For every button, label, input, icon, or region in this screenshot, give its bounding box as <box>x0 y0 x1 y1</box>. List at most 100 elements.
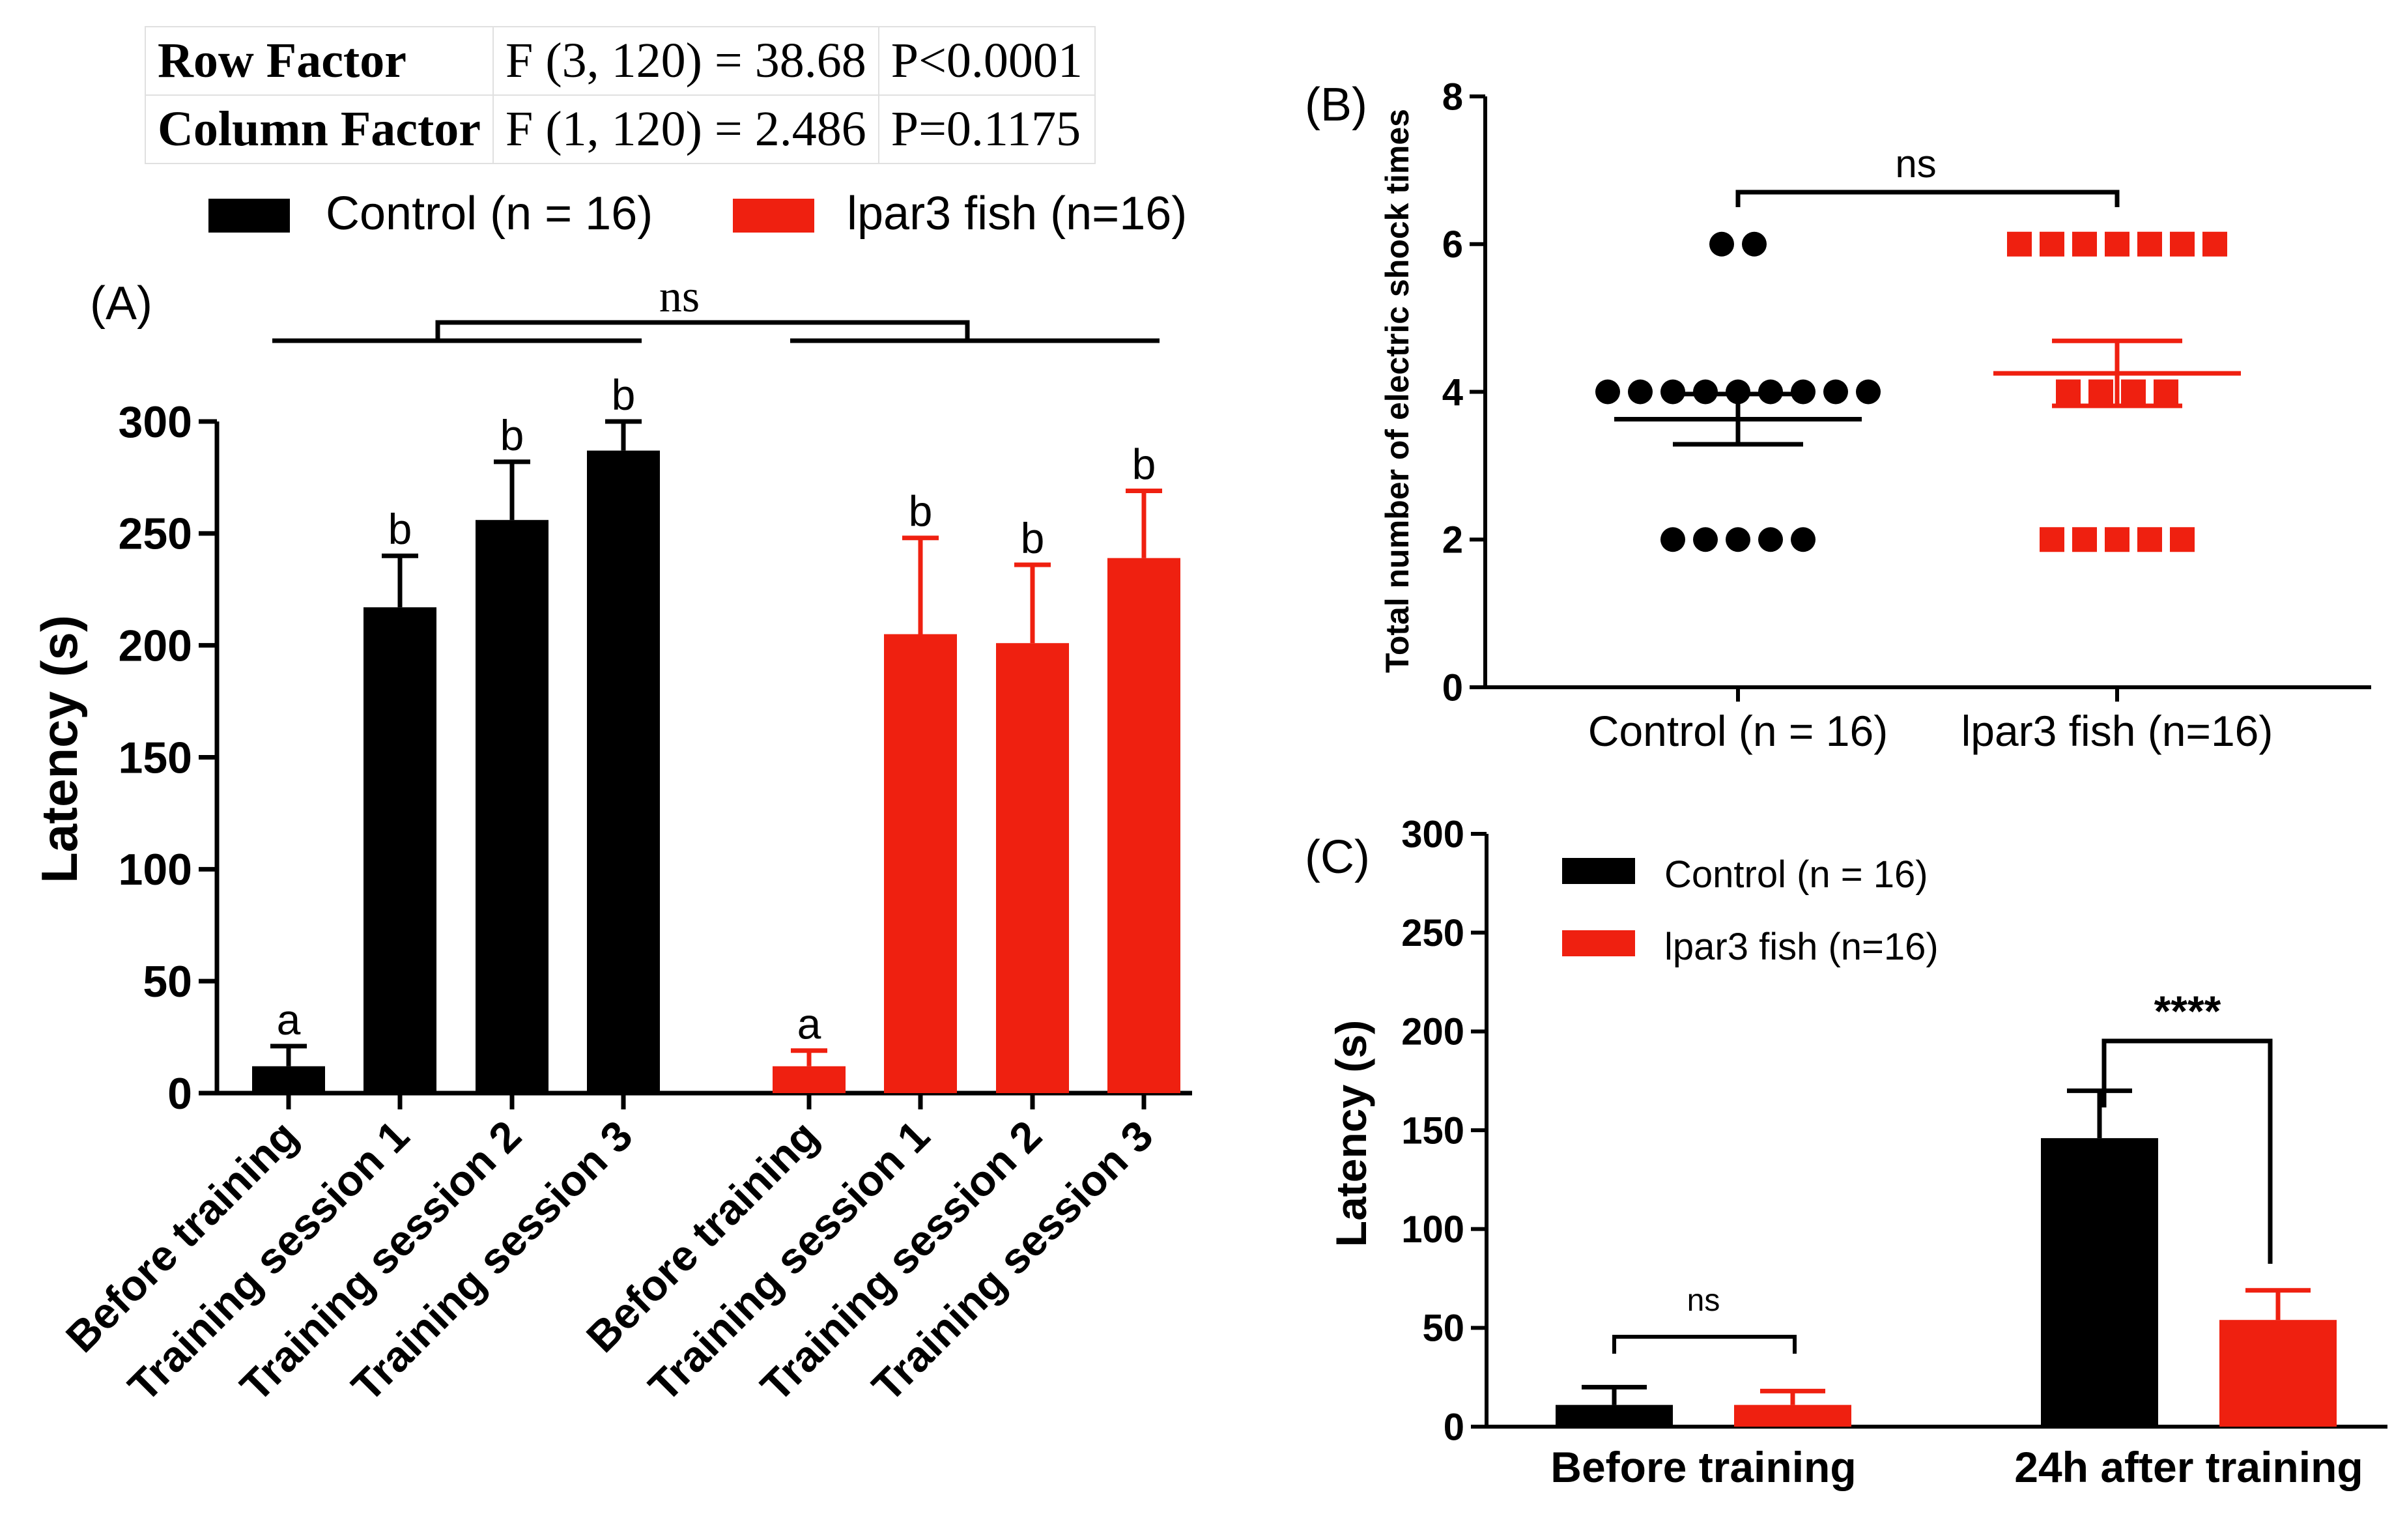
data-point <box>2137 527 2162 552</box>
bar <box>1107 558 1180 1093</box>
panel-b-y-tick-label: 6 <box>1442 223 1463 266</box>
data-point <box>2137 231 2162 257</box>
legend-swatch-lpar3 <box>1562 930 1635 956</box>
significance-letter: b <box>1021 514 1045 562</box>
legend-swatch-control <box>208 199 290 233</box>
legend-label-control: Control (n = 16) <box>326 188 653 240</box>
bar <box>587 450 660 1093</box>
panel-a-y-tick-label: 50 <box>143 957 192 1006</box>
panel-a-y-tick-label: 0 <box>167 1069 192 1119</box>
panel-a-y-tick-label: 150 <box>119 733 192 782</box>
panel-b-ns-label: ns <box>1895 142 1936 186</box>
data-point <box>2072 527 2097 552</box>
legend-label-control: Control (n = 16) <box>1664 853 1928 896</box>
data-point <box>1823 379 1848 405</box>
data-point <box>1856 379 1881 405</box>
bar <box>1734 1405 1851 1427</box>
bar <box>2041 1138 2158 1427</box>
column-factor-p: P=0.1175 <box>877 94 1096 164</box>
data-point <box>1709 231 1734 257</box>
column-factor-f: F (1, 120) = 2.486 <box>492 94 879 164</box>
significance-letter: b <box>909 487 933 535</box>
data-point <box>2072 231 2097 257</box>
panel-a-y-tick-label: 100 <box>119 845 192 894</box>
panel-c-label: (C) <box>1305 831 1370 883</box>
data-point <box>1742 231 1767 257</box>
significance-letter: b <box>388 505 412 553</box>
data-point <box>2121 379 2146 405</box>
panel-c-y-tick-label: 100 <box>1401 1208 1464 1251</box>
panel-c-y-tick-label: 150 <box>1401 1109 1464 1152</box>
data-point <box>1726 527 1750 552</box>
data-point <box>2040 231 2064 257</box>
panel-a-chart: (A) Latency (s) 0 50 100 150 200 250 300 a b b b a… <box>31 272 1192 1410</box>
panel-c-chart: (C) Latency (s) Control (n = 16) lpar3 f… <box>1305 813 2387 1491</box>
panel-a-y-axis-label: Latency (s) <box>31 615 88 883</box>
significance-letter: a <box>797 1000 821 1048</box>
panel-b-label: (B) <box>1305 79 1367 131</box>
data-point <box>1595 379 1620 405</box>
table-row: Column Factor F (1, 120) = 2.486 P=0.117… <box>144 94 1096 164</box>
data-point <box>1693 527 1718 552</box>
data-point <box>1628 379 1653 405</box>
panel-c-x-tick-label: 24h after training <box>2014 1443 2363 1491</box>
data-point <box>2105 527 2129 552</box>
bar <box>252 1066 325 1093</box>
panel-b-x-tick-label: Control (n = 16) <box>1588 707 1888 755</box>
panel-b-x-tick-label: lpar3 fish (n=16) <box>1961 707 2273 755</box>
panel-a-ns-label: ns <box>659 272 700 322</box>
panel-c-y-tick-label: 0 <box>1444 1406 1464 1448</box>
significance-letter: a <box>277 995 301 1044</box>
panel-c-ns-label: ns <box>1687 1283 1720 1318</box>
bar <box>884 634 957 1093</box>
data-point <box>2154 379 2178 405</box>
row-factor-p: P<0.0001 <box>877 26 1096 96</box>
panel-c-x-tick-label: Before training <box>1550 1443 1856 1491</box>
panel-a-ns-bracket <box>272 320 1160 343</box>
legend-swatch-lpar3 <box>733 199 814 233</box>
significance-letter: b <box>612 371 636 419</box>
data-point <box>2088 379 2113 405</box>
panel-a-y-tick-label: 200 <box>119 621 192 670</box>
legend-label-lpar3: lpar3 fish (n=16) <box>1664 926 1939 968</box>
legend-panel-a: Control (n = 16) lpar3 fish (n=16) <box>208 188 1187 240</box>
anova-stats-table: Row Factor F (3, 120) = 38.68 P<0.0001 C… <box>144 26 1096 164</box>
panel-c-y-tick-label: 250 <box>1401 912 1464 954</box>
panel-b-y-tick-label: 4 <box>1442 371 1463 414</box>
bar <box>476 520 548 1093</box>
panel-a-y-tick-label: 300 <box>119 397 192 447</box>
data-point <box>2040 527 2064 552</box>
panel-a-label: (A) <box>90 278 152 330</box>
bar <box>363 607 436 1093</box>
data-point <box>1758 527 1783 552</box>
column-factor-label: Column Factor <box>144 94 494 164</box>
panel-c-ns-bracket <box>1612 1335 1797 1354</box>
panel-b-y-axis-label: Total number of electric shock times <box>1379 109 1416 673</box>
row-factor-f: F (3, 120) = 38.68 <box>492 26 879 96</box>
bar <box>1556 1405 1673 1427</box>
panel-c-significance-bracket <box>2101 1038 2273 1264</box>
bar <box>2219 1320 2337 1427</box>
data-point <box>2170 231 2195 257</box>
data-point <box>2105 231 2129 257</box>
legend-panel-c: Control (n = 16) lpar3 fish (n=16) <box>1562 853 1939 968</box>
table-row: Row Factor F (3, 120) = 38.68 P<0.0001 <box>144 26 1096 96</box>
data-point <box>2007 231 2032 257</box>
significance-letter: b <box>500 411 524 459</box>
bar <box>996 643 1069 1093</box>
legend-label-lpar3: lpar3 fish (n=16) <box>847 188 1187 240</box>
data-point <box>2170 527 2195 552</box>
panel-b-ns-bracket <box>1735 190 2120 207</box>
panel-b-y-tick-label: 0 <box>1442 666 1463 709</box>
data-point <box>1660 527 1685 552</box>
panel-c-y-tick-label: 50 <box>1422 1307 1464 1350</box>
significance-letter: b <box>1132 440 1156 489</box>
panel-c-y-tick-label: 300 <box>1401 813 1464 855</box>
panel-c-significance-label: **** <box>2154 987 2221 1035</box>
panel-b-chart: (B) Total number of electric shock times… <box>1305 76 2371 755</box>
panel-a-y-tick-label: 250 <box>119 509 192 559</box>
data-point <box>2056 379 2081 405</box>
panel-c-y-tick-label: 200 <box>1401 1011 1464 1053</box>
panel-b-y-tick-label: 8 <box>1442 76 1463 118</box>
